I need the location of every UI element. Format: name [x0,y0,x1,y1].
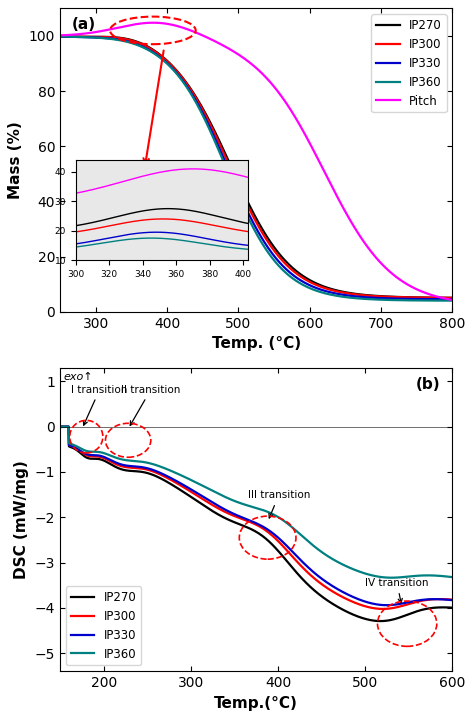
IP360 [109,452,115,461]
IP330 [384,601,390,610]
IP270 [228,516,233,525]
IP270 [272,244,277,252]
Pitch [450,296,456,304]
IP360 [228,495,233,503]
IP330 [109,457,115,465]
IP360 [264,245,269,254]
Line: IP330: IP330 [60,37,453,299]
IP300 [272,533,277,542]
X-axis label: Temp. (°C): Temp. (°C) [212,336,301,351]
Legend: IP270, IP300, IP330, IP360, Pitch: IP270, IP300, IP330, IP360, Pitch [371,14,447,112]
IP360 [57,422,63,431]
Text: I transition: I transition [72,385,128,425]
IP360 [272,257,277,265]
IP330 [57,422,63,431]
Text: IV transition: IV transition [365,578,429,603]
IP300 [228,163,233,172]
IP330 [272,530,277,539]
IP270 [190,87,195,96]
IP360 [123,37,129,46]
IP360 [389,573,394,582]
IP330 [123,37,129,45]
IP330 [228,169,233,178]
IP330 [272,252,277,261]
Pitch [272,83,278,92]
IP300 [264,235,269,244]
Line: IP330: IP330 [60,426,453,605]
IP300 [109,458,115,467]
Pitch [190,27,195,35]
Line: IP270: IP270 [60,426,453,621]
IP330 [228,508,233,516]
IP270 [190,493,195,502]
IP330 [264,241,269,249]
IP300 [123,463,129,472]
IP360 [272,510,277,519]
Text: III transition: III transition [247,490,310,518]
IP270 [57,422,63,431]
IP300 [228,510,233,518]
Y-axis label: DSC (mW/mg): DSC (mW/mg) [14,460,29,579]
Pitch [123,22,129,30]
IP270 [378,617,383,626]
IP360 [264,507,269,516]
IP360 [190,476,195,485]
IP270 [109,33,115,42]
IP270 [57,32,63,41]
IP360 [450,573,456,582]
IP270 [450,293,456,302]
IP360 [123,456,129,464]
IP270 [109,461,115,470]
IP360 [228,173,233,182]
Line: IP300: IP300 [60,37,453,298]
Legend: IP270, IP300, IP330, IP360: IP270, IP300, IP330, IP360 [66,586,141,665]
Pitch [150,19,156,27]
Text: (b): (b) [416,377,441,392]
IP270 [264,232,269,240]
Line: IP360: IP360 [60,37,453,301]
IP300 [380,605,386,613]
IP300 [450,595,456,604]
IP300 [57,422,63,431]
IP300 [190,488,195,497]
Line: Pitch: Pitch [60,23,453,300]
IP270 [450,603,456,612]
Text: II transition: II transition [121,385,181,426]
Text: (a): (a) [72,17,96,32]
IP300 [450,293,456,302]
Line: IP360: IP360 [60,426,453,577]
IP360 [190,92,195,101]
Pitch [228,45,234,54]
IP300 [264,526,269,535]
Line: IP300: IP300 [60,426,453,609]
IP300 [109,33,115,42]
IP270 [123,466,129,475]
IP300 [57,32,63,41]
Pitch [57,31,63,40]
IP270 [123,35,129,43]
IP330 [123,461,129,470]
IP270 [228,160,233,169]
IP360 [109,35,115,43]
IP330 [450,596,456,605]
IP300 [272,247,277,255]
IP270 [264,535,269,544]
IP300 [123,35,129,44]
IP330 [57,32,63,41]
IP300 [190,88,195,96]
Line: IP270: IP270 [60,37,453,298]
IP270 [272,543,277,551]
IP330 [450,295,456,303]
IP360 [450,296,456,305]
X-axis label: Temp.(°C): Temp.(°C) [214,696,298,710]
Y-axis label: Mass (%): Mass (%) [9,122,23,199]
Pitch [264,74,269,83]
Text: exo↑: exo↑ [63,372,93,383]
IP330 [190,486,195,495]
IP360 [57,32,63,41]
Pitch [109,24,115,33]
IP330 [190,91,195,99]
IP330 [109,35,115,43]
IP330 [264,524,269,533]
